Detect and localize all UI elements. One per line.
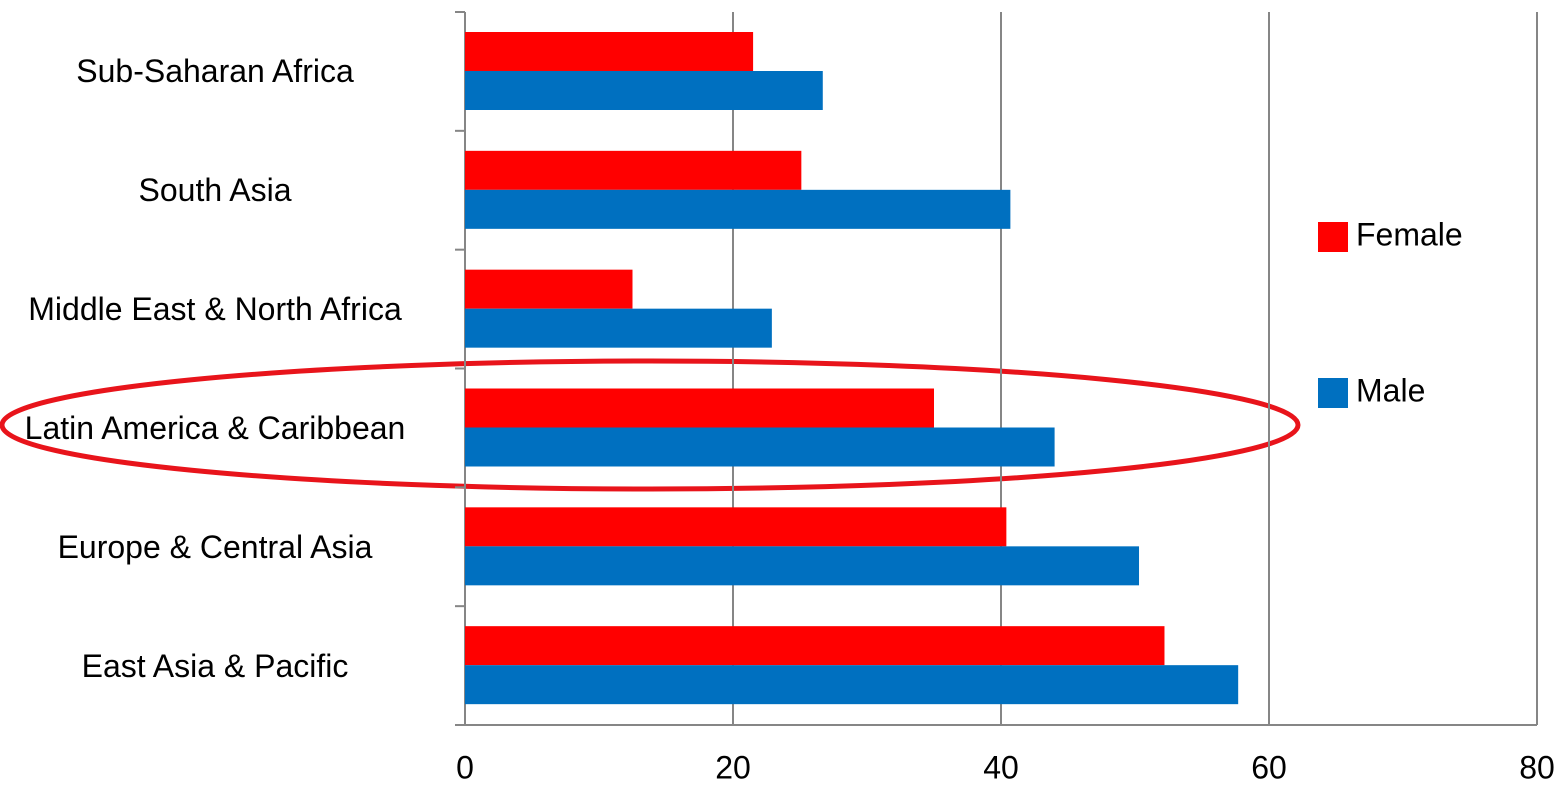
bar — [465, 308, 772, 348]
bar — [465, 32, 754, 71]
bar — [465, 665, 1239, 705]
x-tick-label: 60 — [1251, 749, 1287, 785]
x-tick-label: 20 — [715, 749, 751, 785]
y-tick-label: Middle East & North Africa — [28, 291, 402, 328]
y-tick-label: Latin America & Caribbean — [24, 409, 406, 446]
y-tick-label: South Asia — [138, 172, 292, 209]
y-tick-label: Sub-Saharan Africa — [76, 53, 354, 90]
x-tick-label: 80 — [1519, 749, 1555, 785]
bar — [465, 427, 1055, 467]
y-tick-label: East Asia & Pacific — [81, 647, 349, 684]
bar — [465, 150, 802, 190]
highlight-ellipse — [0, 358, 1301, 492]
bar — [465, 546, 1140, 586]
bar — [465, 71, 823, 110]
bar — [465, 507, 1007, 547]
y-tick-label: Europe & Central Asia — [57, 528, 373, 565]
legend-swatch — [1318, 222, 1348, 252]
bar — [465, 626, 1165, 666]
bar — [465, 269, 633, 309]
x-tick-label: 40 — [983, 749, 1019, 785]
legend-label: Female — [1356, 216, 1463, 252]
legend-swatch — [1318, 378, 1348, 408]
legend-label: Male — [1356, 372, 1425, 408]
bar — [465, 189, 1011, 229]
bar — [465, 388, 934, 428]
x-tick-label: 0 — [456, 749, 474, 785]
